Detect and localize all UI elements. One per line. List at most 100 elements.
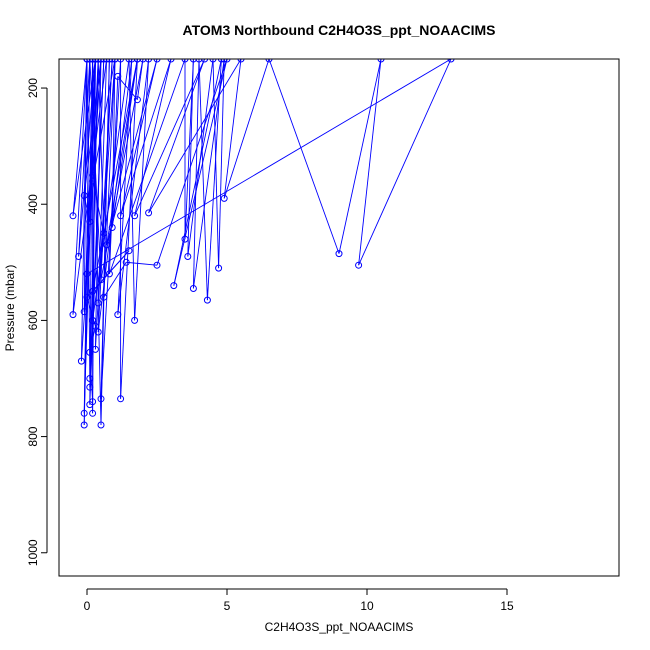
data-point: [89, 409, 97, 417]
data-point: [181, 235, 189, 243]
data-point: [80, 409, 88, 417]
data-point: [94, 299, 102, 307]
series-segment: [134, 59, 172, 216]
data-point: [131, 316, 139, 324]
data-point: [220, 59, 228, 63]
series-segment: [80, 59, 88, 362]
data-point: [91, 59, 99, 63]
data-point: [91, 345, 99, 353]
data-point: [117, 395, 125, 403]
plot-frame: [58, 58, 620, 577]
series-segment: [92, 59, 102, 426]
data-layer: [69, 59, 455, 429]
data-point: [105, 59, 113, 63]
data-point: [83, 59, 91, 63]
data-point: [114, 72, 122, 80]
series-segment: [103, 59, 116, 298]
x-axis: 0 5 10 15: [84, 588, 514, 613]
series-segment: [92, 59, 96, 414]
series-segment: [100, 59, 110, 399]
data-point: [125, 59, 133, 63]
series-segment: [117, 59, 150, 315]
x-axis-label: C2H4O3S_ppt_NOAACIMS: [265, 620, 414, 634]
series-segment: [198, 59, 208, 301]
series-segment: [83, 59, 91, 426]
series-segment: [358, 59, 382, 266]
data-point: [89, 287, 97, 295]
chart-title: ATOM3 Northbound C2H4O3S_ppt_NOAACIMS: [183, 22, 496, 38]
data-point: [167, 59, 175, 63]
data-point: [117, 59, 125, 63]
data-point: [108, 59, 116, 63]
data-point: [131, 212, 139, 220]
y-tick-label: 600: [26, 310, 40, 330]
data-point: [184, 253, 192, 260]
series-segment: [136, 59, 144, 100]
data-point: [108, 224, 116, 231]
series-segment: [78, 59, 91, 257]
series-segment: [97, 59, 108, 304]
data-point: [145, 59, 153, 63]
series-segment: [358, 59, 452, 266]
data-point: [86, 59, 94, 63]
series-segment: [192, 59, 200, 289]
data-point: [122, 258, 130, 266]
series-segment: [86, 59, 452, 275]
data-point: [100, 59, 108, 63]
series-segment: [120, 59, 172, 216]
data-point: [69, 212, 77, 220]
series-segment: [134, 59, 150, 321]
data-point: [209, 59, 217, 63]
data-point: [80, 192, 88, 199]
y-tick-label: 200: [26, 78, 40, 98]
data-point: [189, 59, 197, 63]
data-point: [377, 59, 385, 63]
series-segment: [83, 59, 94, 426]
series-segment: [117, 76, 138, 100]
data-point: [133, 96, 141, 104]
data-point: [111, 59, 119, 63]
data-point: [335, 250, 343, 258]
y-axis-label: Pressure (mbar): [3, 265, 17, 352]
data-point: [217, 59, 225, 63]
data-point: [100, 293, 108, 301]
data-point: [77, 357, 85, 365]
data-point: [86, 375, 94, 382]
data-point: [128, 59, 136, 63]
data-point: [215, 264, 223, 272]
data-point: [125, 247, 133, 255]
data-point: [94, 59, 102, 63]
y-axis: 200 400 600 800 1000: [26, 78, 48, 566]
data-point: [181, 59, 189, 63]
data-point: [153, 59, 161, 63]
data-point: [89, 59, 97, 63]
data-point: [170, 282, 178, 290]
data-point: [237, 59, 245, 63]
data-point: [189, 285, 197, 292]
data-point: [80, 421, 88, 429]
data-point: [97, 276, 105, 284]
series-segment: [72, 59, 88, 216]
data-point: [89, 177, 97, 185]
y-tick-label: 400: [26, 194, 40, 214]
series-segment: [120, 59, 138, 399]
data-point: [139, 59, 147, 63]
data-point: [195, 59, 203, 63]
data-point: [114, 311, 122, 319]
series-segment: [156, 59, 228, 266]
series-segment: [223, 59, 270, 199]
data-point: [103, 59, 111, 63]
x-tick-label: 10: [360, 599, 374, 613]
series-segment: [206, 59, 222, 301]
series-segment: [148, 59, 242, 214]
data-point: [97, 421, 105, 429]
data-point: [133, 59, 141, 63]
series-segment: [268, 59, 340, 254]
data-point: [97, 395, 105, 403]
data-point: [201, 59, 209, 63]
data-point: [89, 398, 97, 406]
series-segment: [100, 59, 122, 399]
data-point: [223, 59, 231, 63]
series-segment: [86, 250, 130, 298]
